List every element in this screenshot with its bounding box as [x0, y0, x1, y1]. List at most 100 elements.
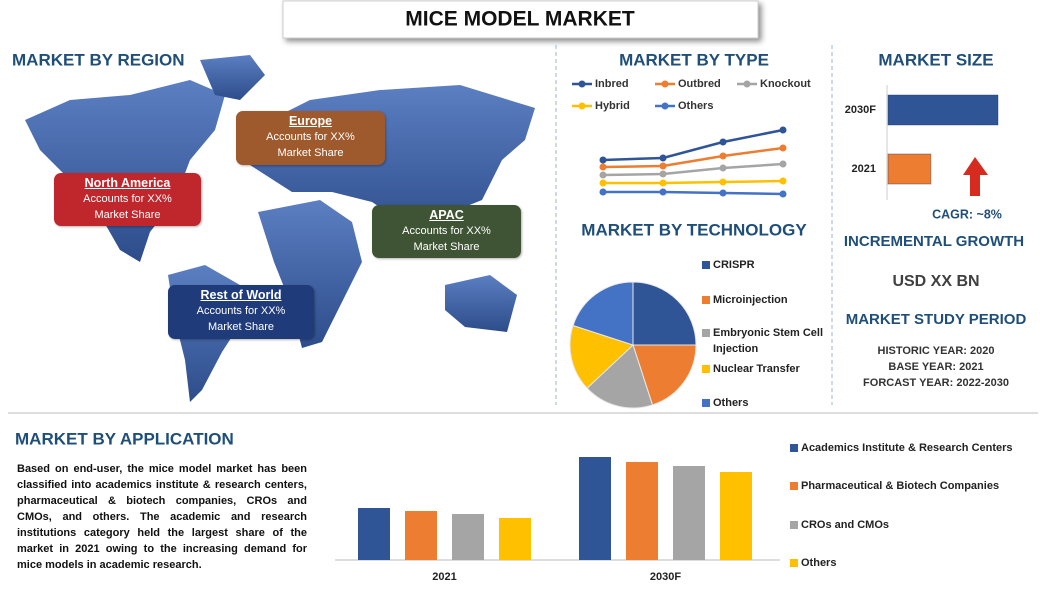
point — [719, 152, 727, 160]
section-heading: MARKET BY TECHNOLOGY — [581, 220, 807, 239]
legend-swatch — [702, 261, 710, 269]
bar — [626, 462, 658, 560]
legend-swatch — [702, 399, 710, 407]
legend-item: Microinjection — [702, 292, 830, 308]
callout-text: Accounts for XX% — [83, 193, 172, 205]
legend-label: Inbred — [595, 78, 629, 90]
section-heading: MARKET BY APPLICATION — [15, 429, 234, 448]
pie-slice — [572, 281, 634, 346]
series-line — [603, 179, 784, 185]
x-tick-label: 2021 — [432, 571, 456, 583]
legend-label: Knockout — [760, 78, 811, 90]
x-tick-label: 2030F — [650, 571, 681, 583]
callout-title: North America — [84, 176, 171, 190]
y-tick-label: 2030F — [845, 104, 876, 116]
point — [779, 160, 787, 168]
legend-label: Embryonic Stem Cell Injection — [713, 327, 824, 355]
pie-slice — [632, 281, 697, 346]
pie-slice — [586, 344, 654, 409]
legend-swatch — [790, 444, 798, 452]
point — [779, 126, 787, 134]
legend-label: Outbred — [678, 78, 721, 90]
legend-item: Nuclear Transfer — [702, 361, 830, 377]
callout-text: Market Share — [413, 241, 480, 253]
callout-title: Rest of World — [200, 288, 282, 302]
legend-swatch — [661, 80, 669, 88]
point — [659, 162, 667, 170]
pie-slice — [632, 344, 697, 406]
point — [719, 164, 727, 172]
point — [599, 188, 607, 196]
point — [779, 190, 787, 198]
section-heading: MARKET BY REGION — [12, 50, 185, 69]
legend-label: Nuclear Transfer — [713, 363, 800, 375]
title-box — [282, 0, 759, 39]
region-callout: Rest of World Accounts for XX% Market Shar… — [168, 285, 314, 339]
legend-swatch — [702, 365, 710, 373]
point — [659, 154, 667, 162]
legend-swatch — [702, 329, 710, 337]
point — [599, 179, 607, 187]
bar — [405, 511, 437, 560]
legend-label: CROs and CMOs — [801, 519, 890, 531]
series-line — [602, 162, 784, 177]
legend-item: Academics Institute & Research Centers — [790, 440, 1030, 456]
legend-item: Others — [790, 555, 1030, 571]
period-line: HISTORIC YEAR: 2020 — [878, 345, 995, 357]
legend-swatch — [790, 559, 798, 567]
series-line — [602, 128, 784, 162]
section-heading: MARKET STUDY PERIOD — [846, 311, 1027, 328]
legend-label: Microinjection — [713, 294, 788, 306]
legend-label: Pharmaceutical & Biotech Companies — [801, 480, 1000, 492]
growth-value: USD XX BN — [892, 273, 979, 290]
bar — [358, 508, 390, 560]
legend-swatch — [702, 296, 710, 304]
callout-title: APAC — [429, 208, 464, 222]
period-line: FORCAST YEAR: 2022-2030 — [863, 377, 1009, 389]
bar — [579, 457, 611, 560]
legend-swatch — [790, 521, 798, 529]
legend-label: Others — [713, 397, 749, 409]
legend-label: Others — [678, 100, 713, 112]
point — [599, 163, 607, 171]
point — [659, 188, 667, 196]
point — [599, 156, 607, 164]
legend-label: Academics Institute & Research Centers — [801, 442, 1013, 454]
section-heading: MARKET BY TYPE — [619, 50, 769, 69]
point — [719, 189, 727, 197]
legend-label: CRISPR — [713, 259, 755, 271]
region-callout: North America Accounts for XX% Market Shar… — [54, 173, 201, 226]
point — [719, 138, 727, 146]
region-callout: APAC Accounts for XX% Market Share — [372, 205, 521, 258]
period-line: BASE YEAR: 2021 — [888, 361, 983, 373]
series-line — [602, 146, 784, 169]
bar — [673, 466, 705, 560]
callout-text: Market Share — [207, 321, 275, 333]
bar — [499, 518, 531, 560]
callout-text: Accounts for XX% — [266, 131, 355, 143]
y-tick-label: 2021 — [852, 163, 876, 175]
legend-label: Hybrid — [595, 100, 630, 112]
section-heading: MARKET SIZE — [878, 50, 993, 69]
region-callout: Europe Accounts for XX% Market Share — [236, 111, 385, 165]
series-line — [603, 190, 784, 196]
legend-swatch — [743, 80, 751, 88]
callout-text: Market Share — [94, 209, 161, 221]
legend-swatch — [578, 80, 586, 88]
point — [779, 144, 787, 152]
page-title: MICE MODEL MARKET — [405, 8, 635, 31]
legend-item: CROs and CMOs — [790, 517, 1030, 533]
bar — [452, 514, 484, 560]
section-heading: INCREMENTAL GROWTH — [844, 233, 1024, 250]
legend-item: Embryonic Stem Cell Injection — [702, 325, 830, 357]
point — [659, 179, 667, 187]
callout-text: Accounts for XX% — [402, 225, 491, 237]
point — [779, 177, 787, 185]
legend-label: Others — [801, 557, 837, 569]
bar — [720, 472, 752, 560]
legend-item: Others — [702, 395, 830, 411]
application-text: Based on end-user, the mice model market… — [17, 463, 307, 571]
legend-swatch — [661, 102, 669, 110]
point — [599, 171, 607, 179]
